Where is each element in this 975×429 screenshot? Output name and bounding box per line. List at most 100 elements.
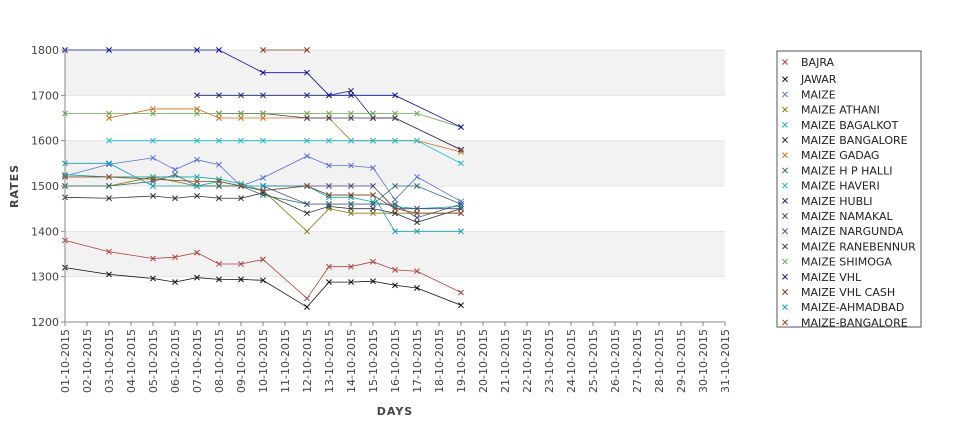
- marker-stroke: [150, 154, 156, 161]
- data-point: [304, 153, 310, 160]
- data-point: [150, 178, 156, 185]
- data-point: [260, 192, 266, 199]
- data-point: [348, 162, 354, 169]
- y-tick-label: 1600: [31, 135, 59, 148]
- marker-stroke: [348, 115, 354, 121]
- data-point: [392, 203, 398, 210]
- marker-stroke: [216, 137, 222, 144]
- data-point: [392, 110, 398, 117]
- data-point: [106, 160, 112, 167]
- marker-stroke: [782, 243, 788, 250]
- marker-stroke: [260, 69, 266, 76]
- data-point: [348, 194, 354, 201]
- marker-stroke: [326, 192, 332, 199]
- x-tick-label: 09-10-2015: [235, 329, 248, 393]
- marker-stroke: [414, 228, 420, 235]
- data-point: [392, 137, 398, 144]
- marker-stroke: [348, 183, 354, 189]
- data-point: [458, 205, 464, 212]
- marker-stroke: [194, 173, 200, 180]
- data-point: [260, 174, 266, 181]
- marker-stroke: [216, 110, 222, 117]
- marker-stroke: [304, 137, 310, 144]
- legend-label: MAIZE RANEBENNUR: [801, 240, 916, 253]
- data-point: [392, 201, 398, 208]
- legend-marker: [782, 197, 788, 204]
- marker-stroke: [458, 149, 464, 155]
- data-point: [194, 110, 200, 117]
- y-tick-label: 1400: [31, 225, 59, 238]
- data-point: [304, 304, 310, 310]
- data-point: [238, 276, 244, 283]
- x-tick-label: 15-10-2015: [367, 329, 380, 393]
- data-point: [304, 183, 310, 189]
- series-line: [65, 162, 461, 232]
- marker-stroke: [414, 205, 420, 212]
- marker-stroke: [370, 201, 376, 208]
- marker-stroke: [194, 92, 200, 99]
- data-point: [216, 115, 222, 121]
- x-tick-label: 10-10-2015: [257, 329, 270, 393]
- legend-label: MAIZE GADAG: [801, 149, 879, 162]
- legend-label: MAIZE VHL: [801, 271, 862, 284]
- data-point: [348, 92, 354, 99]
- marker-stroke: [304, 153, 310, 160]
- data-point: [106, 173, 112, 180]
- data-point: [172, 195, 178, 202]
- legend-marker: [782, 121, 788, 128]
- legend-entry: BAJRA: [782, 56, 835, 69]
- x-tick-label: 21-10-2015: [499, 329, 512, 393]
- marker-stroke: [458, 302, 464, 309]
- data-point: [194, 156, 200, 163]
- data-point: [172, 254, 178, 261]
- legend-marker: [782, 213, 788, 219]
- data-point: [260, 256, 266, 263]
- marker-stroke: [458, 203, 464, 210]
- marker-stroke: [782, 121, 788, 128]
- legend-marker: [782, 106, 788, 113]
- marker-stroke: [782, 91, 788, 98]
- data-point: [304, 47, 310, 53]
- data-point: [260, 277, 266, 284]
- data-point: [150, 183, 156, 189]
- x-tick-label: 02-10-2015: [81, 329, 94, 393]
- marker-stroke: [370, 258, 376, 265]
- data-point: [414, 137, 420, 144]
- marker-stroke: [194, 105, 200, 112]
- series-maize-vhl: [62, 47, 464, 131]
- marker-stroke: [304, 69, 310, 76]
- data-point: [458, 201, 464, 208]
- axes: [61, 50, 725, 326]
- data-point: [106, 195, 112, 202]
- marker-stroke: [370, 198, 376, 205]
- marker-stroke: [260, 174, 266, 181]
- series-maize-shimoga: [62, 110, 464, 131]
- marker-stroke: [304, 304, 310, 310]
- marker-stroke: [106, 248, 112, 255]
- data-point: [106, 47, 112, 53]
- x-tick-label: 07-10-2015: [191, 329, 204, 393]
- data-point: [348, 87, 354, 94]
- data-point: [172, 171, 178, 178]
- y-tick-label: 1300: [31, 271, 59, 284]
- x-tick-label: 05-10-2015: [147, 329, 160, 393]
- x-tick-label: 19-10-2015: [455, 329, 468, 393]
- data-point: [370, 115, 376, 121]
- data-point: [216, 183, 222, 189]
- legend-entry: MAIZE: [782, 88, 836, 101]
- marker-stroke: [392, 110, 398, 117]
- x-tick-label: 01-10-2015: [59, 329, 72, 393]
- marker-stroke: [414, 110, 420, 117]
- legend-label: MAIZE-AHMADBAD: [801, 301, 904, 314]
- x-tick-label: 13-10-2015: [323, 329, 336, 393]
- data-point: [238, 110, 244, 117]
- legend-entry: MAIZE-AHMADBAD: [782, 301, 904, 314]
- data-point: [458, 160, 464, 167]
- data-point: [458, 302, 464, 309]
- data-point: [326, 263, 332, 270]
- marker-stroke: [238, 115, 244, 121]
- marker-stroke: [326, 194, 332, 201]
- legend-entry: MAIZE VHL: [782, 271, 862, 284]
- y-tick-label: 1800: [31, 44, 59, 57]
